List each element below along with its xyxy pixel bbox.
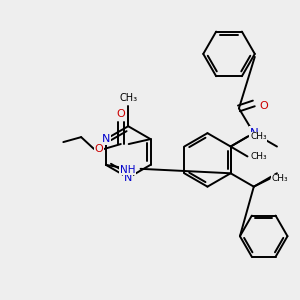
- Text: CH₃: CH₃: [250, 132, 267, 141]
- Text: O: O: [116, 109, 125, 119]
- Text: N: N: [249, 127, 258, 140]
- Text: N: N: [102, 134, 110, 144]
- Text: CH₃: CH₃: [119, 94, 137, 103]
- Text: CH₃: CH₃: [271, 174, 288, 183]
- Text: N: N: [124, 173, 132, 183]
- Text: NH: NH: [120, 165, 135, 175]
- Text: O: O: [94, 144, 103, 154]
- Text: CH₃: CH₃: [250, 152, 267, 161]
- Text: O: O: [259, 101, 268, 111]
